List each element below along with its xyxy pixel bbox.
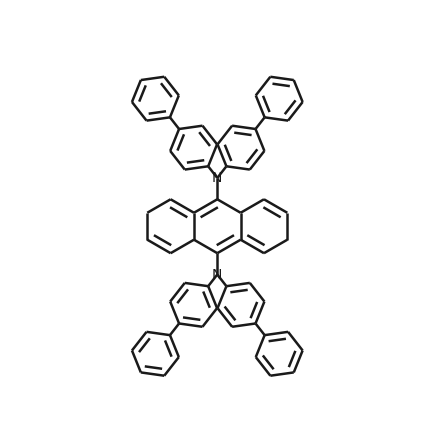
Text: N: N: [212, 267, 223, 281]
Text: N: N: [212, 171, 223, 185]
